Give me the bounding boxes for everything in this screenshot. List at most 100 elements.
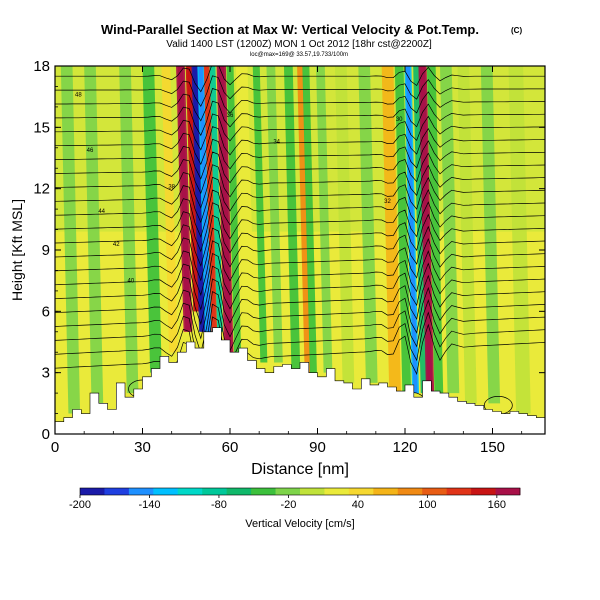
colorbar-tick-label-2: -80: [211, 499, 227, 511]
isentrope-label-0: 48: [75, 93, 82, 99]
plot-area: [55, 66, 545, 434]
colorbar-tick-label-3: -20: [280, 499, 296, 511]
isentrope-label-8: 32: [384, 199, 391, 205]
isentrope-line-15: [55, 250, 545, 311]
isentrope-label-9: 30: [396, 117, 403, 123]
y-tick-label-4: 12: [33, 181, 50, 198]
velocity-band-30: [142, 66, 162, 373]
velocity-core-21: [420, 66, 433, 394]
isentrope-line-14: [55, 238, 545, 297]
isentrope-line-20: [55, 311, 545, 384]
isentrope-line-18: [55, 286, 545, 355]
y-tick-label-3: 9: [42, 242, 50, 259]
colorbar-swatch-7: [251, 488, 276, 495]
isentrope-line-1: [55, 75, 545, 108]
y-tick-label-5: 15: [33, 119, 50, 136]
isentrope-line-3: [55, 100, 545, 137]
colorbar-swatch-13: [397, 488, 423, 495]
x-axis-label: Distance [nm]: [251, 461, 349, 478]
velocity-core-6: [218, 66, 232, 353]
x-tick-label-2: 60: [222, 439, 239, 456]
colorbar-label: Vertical Velocity [cm/s]: [245, 518, 354, 530]
isentrope-line-17: [55, 274, 545, 340]
isentrope-label-5: 38: [168, 185, 175, 191]
isentrope-label-3: 42: [113, 242, 120, 248]
isentrope-line-0: [55, 66, 545, 93]
isentrope-line-11: [55, 201, 545, 253]
velocity-band-24: [457, 66, 477, 404]
velocity-band-15: [335, 66, 355, 383]
isentrope-contours: 48 46 44 42 40 38 36 34 32 30: [55, 66, 545, 419]
x-tick-label-0: 0: [51, 439, 59, 456]
isentrope-label-6: 36: [227, 113, 234, 119]
isentrope-label-4: 40: [127, 279, 134, 285]
isentrope-line-10: [55, 189, 545, 238]
colorbar-swatch-3: [153, 488, 179, 495]
chart-subtitle-2: loc@max=169@ 33.57,19.733/100m: [250, 52, 348, 58]
x-tick-label-5: 150: [480, 439, 505, 456]
colorbar-swatch-16: [471, 488, 496, 495]
colorbar-swatch-8: [275, 488, 301, 495]
colorbar-swatch-12: [373, 488, 399, 495]
velocity-band-28: [84, 66, 104, 414]
colorbar-swatch-2: [128, 488, 154, 495]
colorbar-swatch-9: [300, 488, 325, 495]
isentrope-line-12: [55, 213, 545, 267]
velocity-band-27: [60, 66, 81, 414]
colorbar-swatch-11: [348, 488, 374, 495]
isentrope-label-2: 44: [98, 209, 105, 215]
isentrope-line-2: [55, 88, 545, 122]
velocity-band-23: [440, 66, 460, 394]
colorbar-swatch-0: [80, 488, 105, 495]
colorbar-tick-label-5: 100: [418, 499, 436, 511]
isentrope-line-8: [55, 164, 545, 209]
isentrope-label-1: 46: [87, 148, 94, 154]
chart-title: Wind-Parallel Section at Max W: Vertical…: [101, 22, 479, 37]
x-tick-label-1: 30: [134, 439, 151, 456]
y-tick-label-2: 6: [42, 303, 50, 320]
colorbar-swatch-17: [495, 488, 521, 495]
colorbar-swatch-1: [104, 488, 130, 495]
x-tick-label-3: 90: [309, 439, 326, 456]
velocity-core-2: [192, 66, 205, 332]
velocity-band-9: [252, 66, 268, 363]
velocity-band-10: [266, 66, 283, 363]
velocity-band-18: [394, 66, 412, 394]
velocity-band-5: [209, 66, 223, 332]
isentrope-line-6: [55, 138, 545, 180]
velocity-band-31: [161, 66, 178, 353]
chart-title-mark: (C): [511, 26, 522, 35]
isentrope-line-4: [55, 113, 545, 151]
chart-subtitle: Valid 1400 LST (1200Z) MON 1 Oct 2012 [1…: [166, 39, 432, 50]
velocity-band-22: [426, 66, 444, 394]
isentrope-line-21: [55, 323, 545, 397]
colorbar-tick-label-4: 40: [352, 499, 364, 511]
isentrope-line-16: [55, 262, 545, 326]
isentrope-label-7: 34: [273, 140, 280, 146]
x-tick-label-4: 120: [392, 439, 417, 456]
colorbar-tick-label-1: -140: [138, 499, 160, 511]
velocity-band-8: [235, 66, 256, 353]
terrain-layer: [54, 327, 546, 435]
isentrope-line-9: [55, 176, 545, 224]
colorbar-swatch-6: [226, 488, 252, 495]
isentrope-line-5: [55, 126, 545, 166]
colorbar-swatch-15: [446, 488, 472, 495]
terrain-profile: [54, 327, 546, 435]
y-tick-label-6: 18: [33, 58, 50, 75]
velocity-band-17: [381, 66, 401, 394]
isentrope-line-19: [55, 299, 545, 369]
y-tick-label-1: 3: [42, 365, 50, 382]
colorbar-tick-label-6: 160: [488, 499, 506, 511]
y-axis-label: Height [Kft MSL]: [9, 199, 25, 301]
velocity-band-29: [119, 66, 139, 394]
colorbar-tick-label-0: -200: [69, 499, 91, 511]
colorbar: -200 -140 -80 -20 40 100 160: [69, 487, 521, 511]
colorbar-swatch-4: [177, 488, 203, 495]
colorbar-swatch-5: [202, 488, 228, 495]
isentrope-line-13: [55, 225, 545, 282]
colorbar-swatch-10: [324, 488, 350, 495]
velocity-band-25: [480, 66, 501, 404]
y-tick-label-0: 0: [42, 426, 50, 443]
